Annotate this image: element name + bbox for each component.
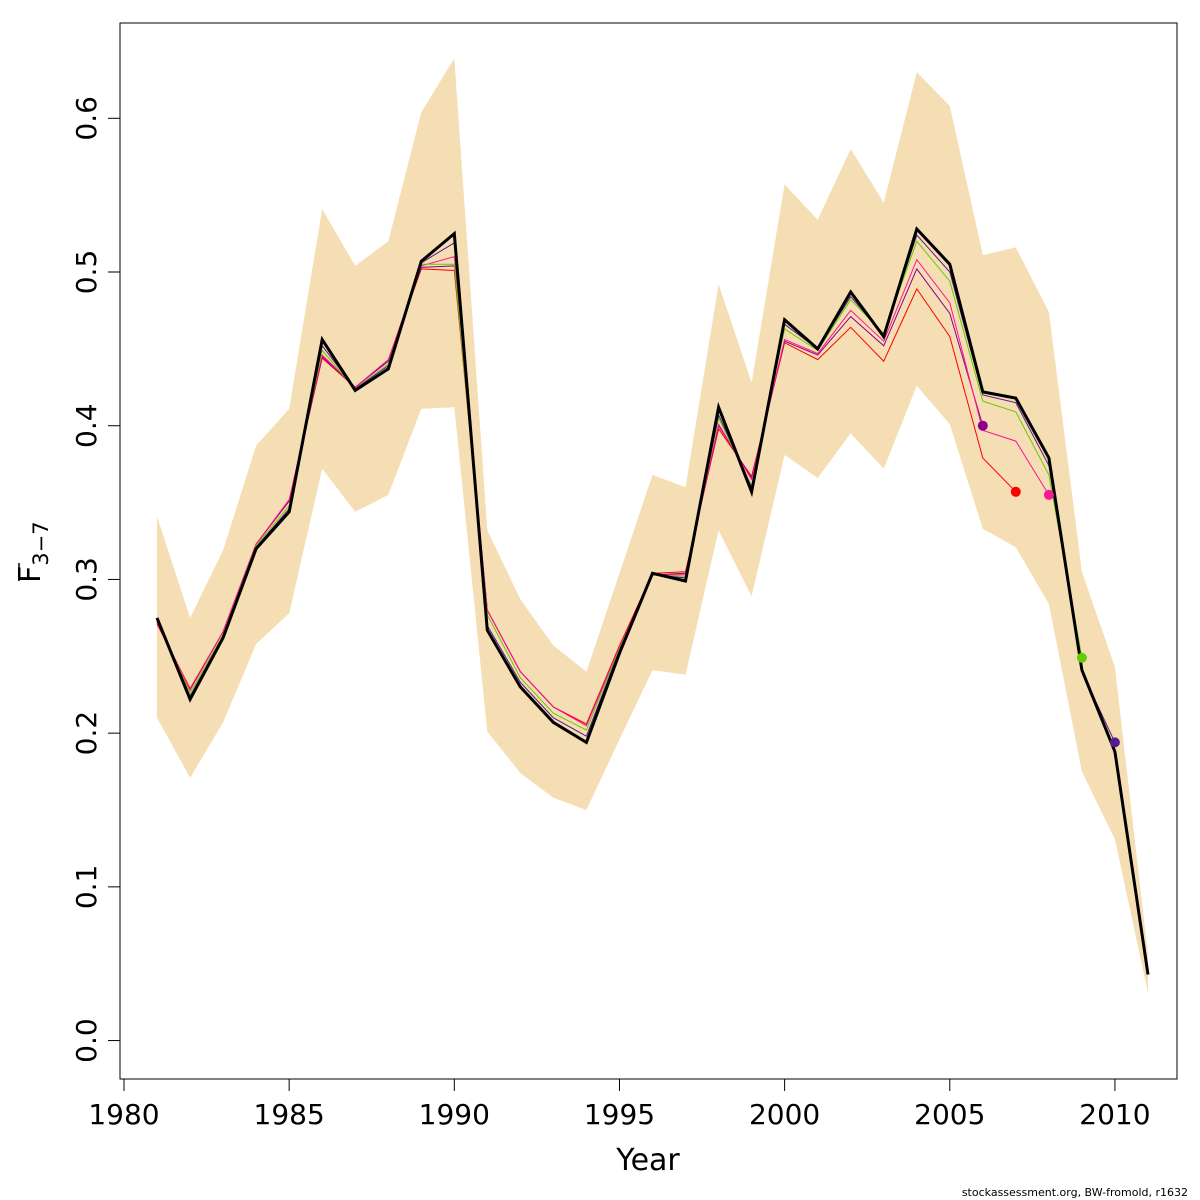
x-tick-label: 2005 [914,1098,985,1131]
series-endpoint-marker-2 [977,420,988,431]
y-tick-label: 0.4 [70,403,103,448]
y-axis-title: F3−7 [13,521,53,583]
x-tick-label: 1985 [254,1098,325,1131]
series-endpoint-marker-5 [1109,737,1120,748]
y-tick-label: 0.1 [70,865,103,910]
x-tick-label: 1980 [88,1098,159,1131]
x-tick-label: 2000 [749,1098,820,1131]
x-tick-label: 1995 [584,1098,655,1131]
series-layer [155,226,1150,975]
y-axis: 0.0 0.1 0.2 0.3 0.4 0.5 0.6 [70,96,121,1063]
x-axis-title: Year [615,1143,680,1178]
credit-text: stockassessment.org, BW-fromold, r1632 [962,1186,1188,1199]
series-endpoint-marker-1 [1010,486,1021,497]
series-line-6 [155,226,1150,975]
x-tick-label: 2010 [1079,1098,1150,1131]
x-axis: 1980 1985 1990 1995 2000 2005 2010 [88,1078,1151,1131]
y-tick-label: 0.0 [70,1018,103,1063]
series-endpoint-marker-3 [1043,489,1054,500]
confidence-band [157,58,1148,993]
y-tick-label: 0.6 [70,96,103,141]
endpoint-markers-layer [977,420,1120,748]
confidence-band-layer [157,58,1148,993]
svg-text:F3−7: F3−7 [13,521,53,583]
y-axis-title-subscript: 3−7 [29,521,53,565]
x-tick-label: 1990 [419,1098,490,1131]
y-tick-label: 0.5 [70,250,103,295]
series-endpoint-marker-4 [1076,652,1087,663]
y-tick-label: 0.2 [70,711,103,756]
y-tick-label: 0.3 [70,557,103,602]
y-axis-title-main: F [13,566,48,583]
